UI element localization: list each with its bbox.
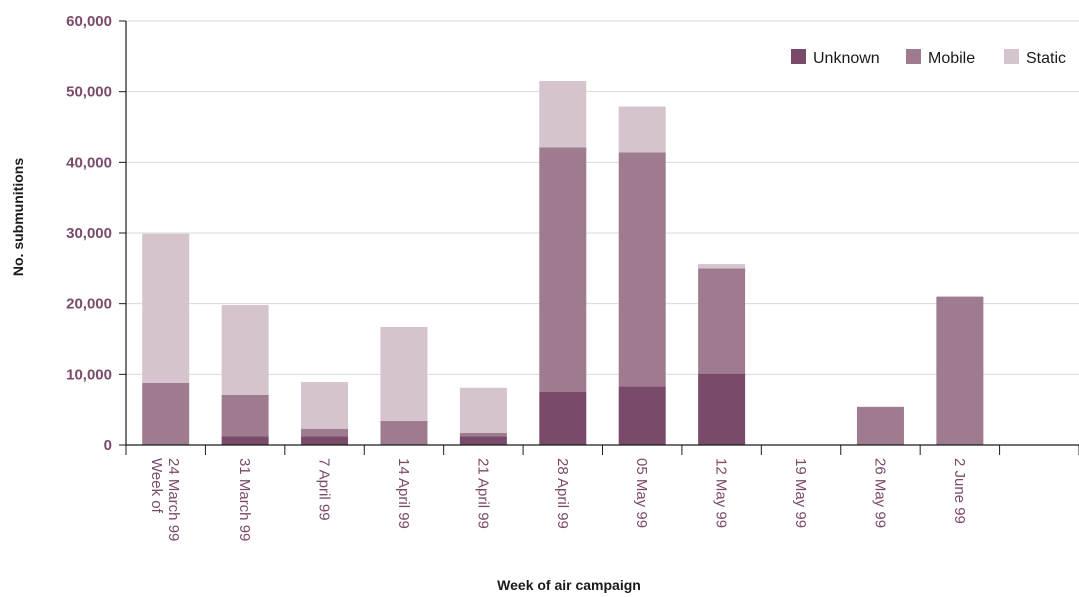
bar-segment-unknown xyxy=(698,373,746,445)
axes xyxy=(125,21,1079,455)
x-tick-label: 26 May 99 xyxy=(871,458,888,528)
y-tick-label: 40,000 xyxy=(66,154,112,171)
bar-segment-mobile xyxy=(301,428,349,437)
bar-segment-static xyxy=(221,305,269,395)
bar-segment-mobile xyxy=(142,382,190,445)
bar-segment-unknown xyxy=(539,392,587,445)
x-tick-label: 05 May 99 xyxy=(633,458,650,528)
bar-segment-static xyxy=(301,382,349,429)
bar-segment-static xyxy=(618,106,666,153)
x-tick-label: 19 May 99 xyxy=(792,458,809,528)
y-tick-label: 20,000 xyxy=(66,296,112,313)
x-tick-label: 21 April 99 xyxy=(474,458,491,529)
x-tick-label: 28 April 99 xyxy=(554,458,571,529)
legend-swatch-mobile xyxy=(906,49,921,64)
bar-segment-unknown xyxy=(221,436,269,445)
bar-segment-unknown xyxy=(618,386,666,445)
x-axis-title: Week of air campaign xyxy=(497,577,641,593)
bar-segment-mobile xyxy=(380,420,428,445)
x-tick-label: 24 March 99 xyxy=(165,458,182,541)
y-tick-labels: 0 10,000 20,000 30,000 40,000 50,000 60,000 xyxy=(66,13,126,454)
bar-segment-static xyxy=(380,326,428,421)
bar-segment-static xyxy=(698,264,746,269)
bar-segment-mobile xyxy=(698,268,746,374)
bar-segment-unknown xyxy=(301,436,349,445)
legend-swatch-static xyxy=(1004,49,1019,64)
y-tick-label: 50,000 xyxy=(66,84,112,101)
x-tick-labels: Week of 24 March 99 31 March 99 7 April 99 1… xyxy=(148,458,968,541)
bar-segment-mobile xyxy=(221,394,269,437)
gridlines xyxy=(126,20,1079,375)
bar-segment-mobile xyxy=(856,406,904,445)
x-tick-label: Week of xyxy=(148,458,165,514)
bar-segment-mobile xyxy=(936,296,984,445)
bars xyxy=(142,81,984,445)
x-tick-label: 2 June 99 xyxy=(951,458,968,524)
y-tick-label: 60,000 xyxy=(66,13,112,30)
legend-label-static: Static xyxy=(1026,50,1066,67)
legend-label-mobile: Mobile xyxy=(928,50,975,67)
legend: Unknown Mobile Static xyxy=(791,49,1066,67)
bar-segment-mobile xyxy=(539,147,587,392)
legend-label-unknown: Unknown xyxy=(813,50,880,67)
bar-segment-static xyxy=(459,387,507,433)
bar-segment-static xyxy=(142,233,190,383)
x-tick-label: 14 April 99 xyxy=(395,458,412,529)
x-tick-label: 31 March 99 xyxy=(236,458,253,541)
bar-segment-mobile xyxy=(618,152,666,387)
bar-segment-static xyxy=(539,81,587,148)
y-tick-label: 10,000 xyxy=(66,366,112,383)
y-axis-title: No. submunitions xyxy=(10,158,26,276)
bar-segment-mobile xyxy=(459,432,507,437)
bar-segment-unknown xyxy=(459,436,507,445)
y-tick-label: 0 xyxy=(104,437,112,454)
y-tick-label: 30,000 xyxy=(66,225,112,242)
x-tick-label: 7 April 99 xyxy=(316,458,333,521)
x-tick-label: 12 May 99 xyxy=(713,458,730,528)
legend-swatch-unknown xyxy=(791,49,806,64)
